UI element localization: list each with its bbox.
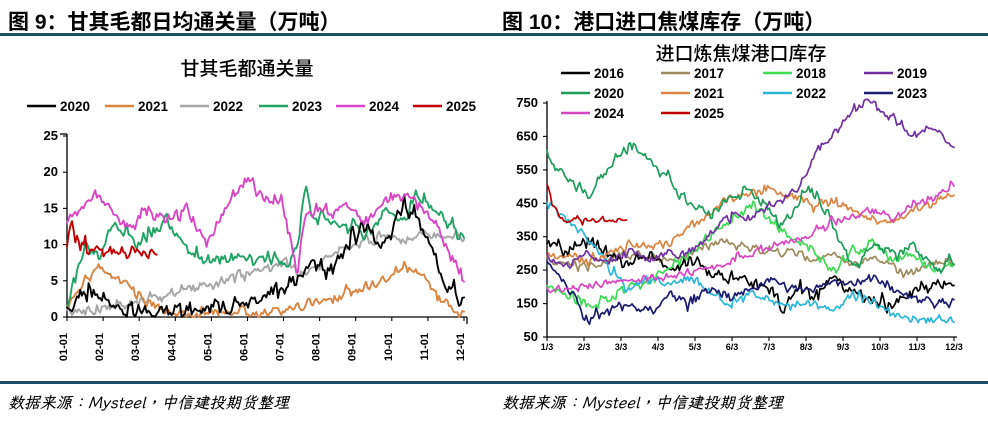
- svg-text:2020: 2020: [60, 99, 90, 114]
- svg-text:10: 10: [44, 237, 58, 252]
- svg-text:20: 20: [44, 164, 58, 179]
- svg-text:05-01: 05-01: [202, 333, 214, 361]
- svg-text:07-01: 07-01: [275, 333, 287, 361]
- svg-text:8/3: 8/3: [800, 342, 813, 352]
- svg-text:2020: 2020: [594, 86, 624, 101]
- svg-text:2017: 2017: [694, 66, 724, 81]
- svg-text:03-01: 03-01: [130, 333, 142, 361]
- svg-text:2025: 2025: [694, 106, 725, 121]
- svg-text:9/3: 9/3: [837, 342, 850, 352]
- svg-text:50: 50: [524, 329, 538, 344]
- svg-text:11/3: 11/3: [908, 342, 925, 352]
- svg-text:650: 650: [516, 128, 538, 143]
- svg-text:2025: 2025: [446, 99, 477, 114]
- svg-text:08-01: 08-01: [311, 333, 323, 361]
- svg-text:1/3: 1/3: [541, 342, 554, 352]
- svg-text:04-01: 04-01: [166, 333, 178, 361]
- svg-text:750: 750: [516, 95, 538, 110]
- svg-text:2023: 2023: [897, 86, 928, 101]
- svg-text:10/3: 10/3: [871, 342, 889, 352]
- svg-text:2022: 2022: [213, 99, 243, 114]
- svg-text:6/3: 6/3: [726, 342, 739, 352]
- svg-text:2019: 2019: [897, 66, 927, 81]
- svg-text:150: 150: [516, 296, 538, 311]
- svg-text:450: 450: [516, 195, 538, 210]
- svg-text:0: 0: [51, 309, 58, 324]
- svg-text:5: 5: [51, 273, 58, 288]
- svg-text:3/3: 3/3: [615, 342, 628, 352]
- svg-text:06-01: 06-01: [239, 333, 251, 361]
- svg-text:15: 15: [44, 200, 58, 215]
- svg-text:2018: 2018: [796, 66, 827, 81]
- svg-text:12/3: 12/3: [945, 342, 963, 352]
- svg-text:2016: 2016: [594, 66, 625, 81]
- svg-text:25: 25: [44, 128, 58, 143]
- svg-text:350: 350: [516, 229, 538, 244]
- svg-text:250: 250: [516, 262, 538, 277]
- svg-text:01-01: 01-01: [58, 333, 70, 361]
- svg-text:2024: 2024: [594, 106, 625, 121]
- svg-text:2021: 2021: [138, 99, 169, 114]
- svg-text:10-01: 10-01: [383, 333, 395, 361]
- svg-text:11-01: 11-01: [419, 333, 431, 361]
- svg-text:550: 550: [516, 162, 538, 177]
- svg-text:2021: 2021: [694, 86, 725, 101]
- svg-text:02-01: 02-01: [94, 333, 106, 361]
- svg-text:2/3: 2/3: [578, 342, 591, 352]
- svg-text:2023: 2023: [292, 99, 323, 114]
- svg-text:2024: 2024: [369, 99, 400, 114]
- svg-text:12-01: 12-01: [455, 333, 467, 361]
- svg-text:2022: 2022: [796, 86, 826, 101]
- svg-text:5/3: 5/3: [689, 342, 702, 352]
- svg-text:4/3: 4/3: [652, 342, 665, 352]
- svg-text:7/3: 7/3: [763, 342, 776, 352]
- svg-text:09-01: 09-01: [347, 333, 359, 361]
